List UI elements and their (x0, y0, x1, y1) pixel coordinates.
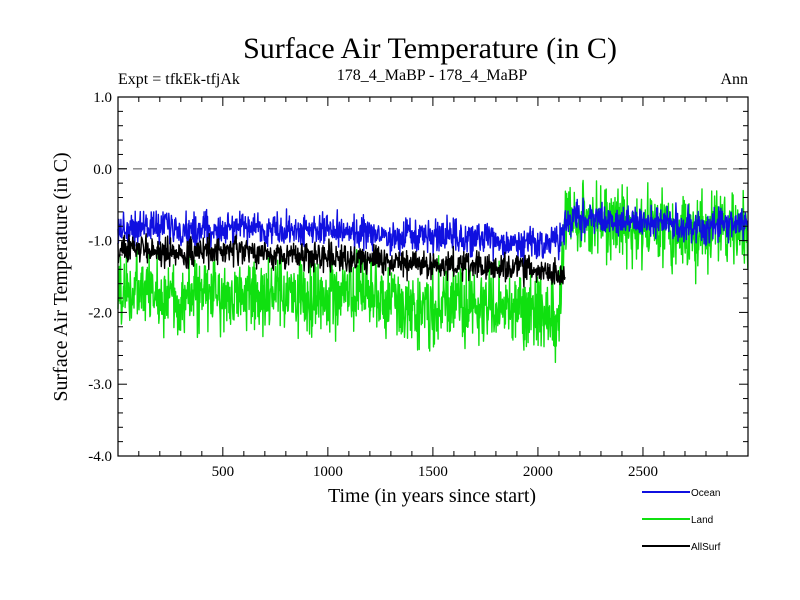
y-tick-label: -2.0 (88, 305, 112, 321)
period-label: 178_4_MaBP - 178_4_MaBP (337, 67, 528, 84)
series-line-land (117, 179, 749, 364)
x-tick-label: 2500 (628, 464, 658, 480)
series-line-ocean (117, 197, 749, 265)
x-tick-label: 500 (212, 464, 235, 480)
series-line-allsurf (117, 232, 566, 288)
chart-title: Surface Air Temperature (in C) (243, 32, 617, 65)
y-axis-label: Surface Air Temperature (in C) (50, 152, 72, 401)
y-tick-label: 1.0 (93, 90, 112, 106)
y-tick-label: -1.0 (88, 234, 112, 250)
x-axis-label: Time (in years since start) (328, 485, 536, 507)
experiment-label: Expt = tfkEk-tfjAk (118, 71, 240, 88)
y-tick-label: -4.0 (88, 449, 112, 465)
legend-label-allsurf: AllSurf (691, 542, 721, 553)
y-tick-label: 0.0 (93, 162, 112, 178)
legend-label-land: Land (691, 515, 713, 526)
season-label: Ann (720, 71, 748, 88)
x-tick-label: 1000 (313, 464, 343, 480)
axes: 500 1000 1500 2000 2500 1.0 0.0 -1.0 -2.0 -3.0 -4.… (88, 90, 749, 480)
legend: Ocean Land AllSurf (642, 488, 721, 553)
x-tick-label: 2000 (523, 464, 553, 480)
y-tick-label: -3.0 (88, 377, 112, 393)
legend-label-ocean: Ocean (691, 488, 720, 499)
x-tick-label: 1500 (418, 464, 448, 480)
plot-data (117, 168, 749, 364)
